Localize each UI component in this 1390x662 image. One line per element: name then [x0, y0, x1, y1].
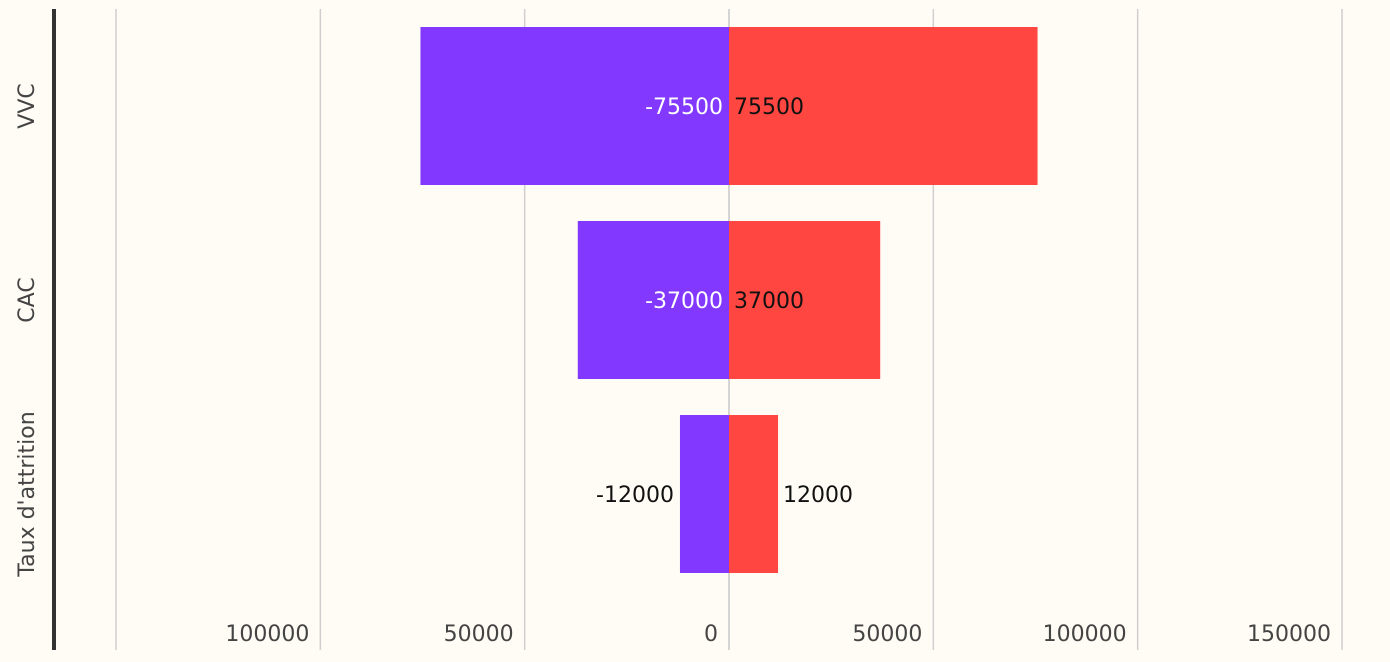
axes: 100000 50000 0 50000 100000 150000 VVC CAC Taux … — [15, 9, 1331, 650]
bar — [679, 415, 729, 573]
bar — [729, 221, 881, 379]
x-tick-label: 100000 — [225, 622, 309, 647]
y-category-label: VVC — [15, 83, 40, 128]
data-labels: -75500 75500 -37000 37000 -12000 12000 — [596, 95, 853, 508]
y-category-label: CAC — [15, 277, 40, 322]
bar — [729, 415, 779, 573]
x-tick-label: 50000 — [852, 622, 922, 647]
bar — [729, 27, 1038, 185]
x-tick-label: 100000 — [1043, 622, 1127, 647]
data-label: -12000 — [596, 483, 674, 508]
data-label: -37000 — [645, 289, 723, 314]
bars — [420, 27, 1038, 573]
data-label: 37000 — [734, 289, 804, 314]
x-tick-label: 0 — [704, 622, 718, 647]
data-label: 12000 — [783, 483, 853, 508]
x-tick-label: 150000 — [1247, 622, 1331, 647]
bar — [420, 27, 729, 185]
data-label: 75500 — [734, 95, 804, 120]
x-tick-label: 50000 — [444, 622, 514, 647]
bar — [577, 221, 729, 379]
data-label: -75500 — [645, 95, 723, 120]
y-category-label: Taux d'attrition — [15, 411, 40, 577]
